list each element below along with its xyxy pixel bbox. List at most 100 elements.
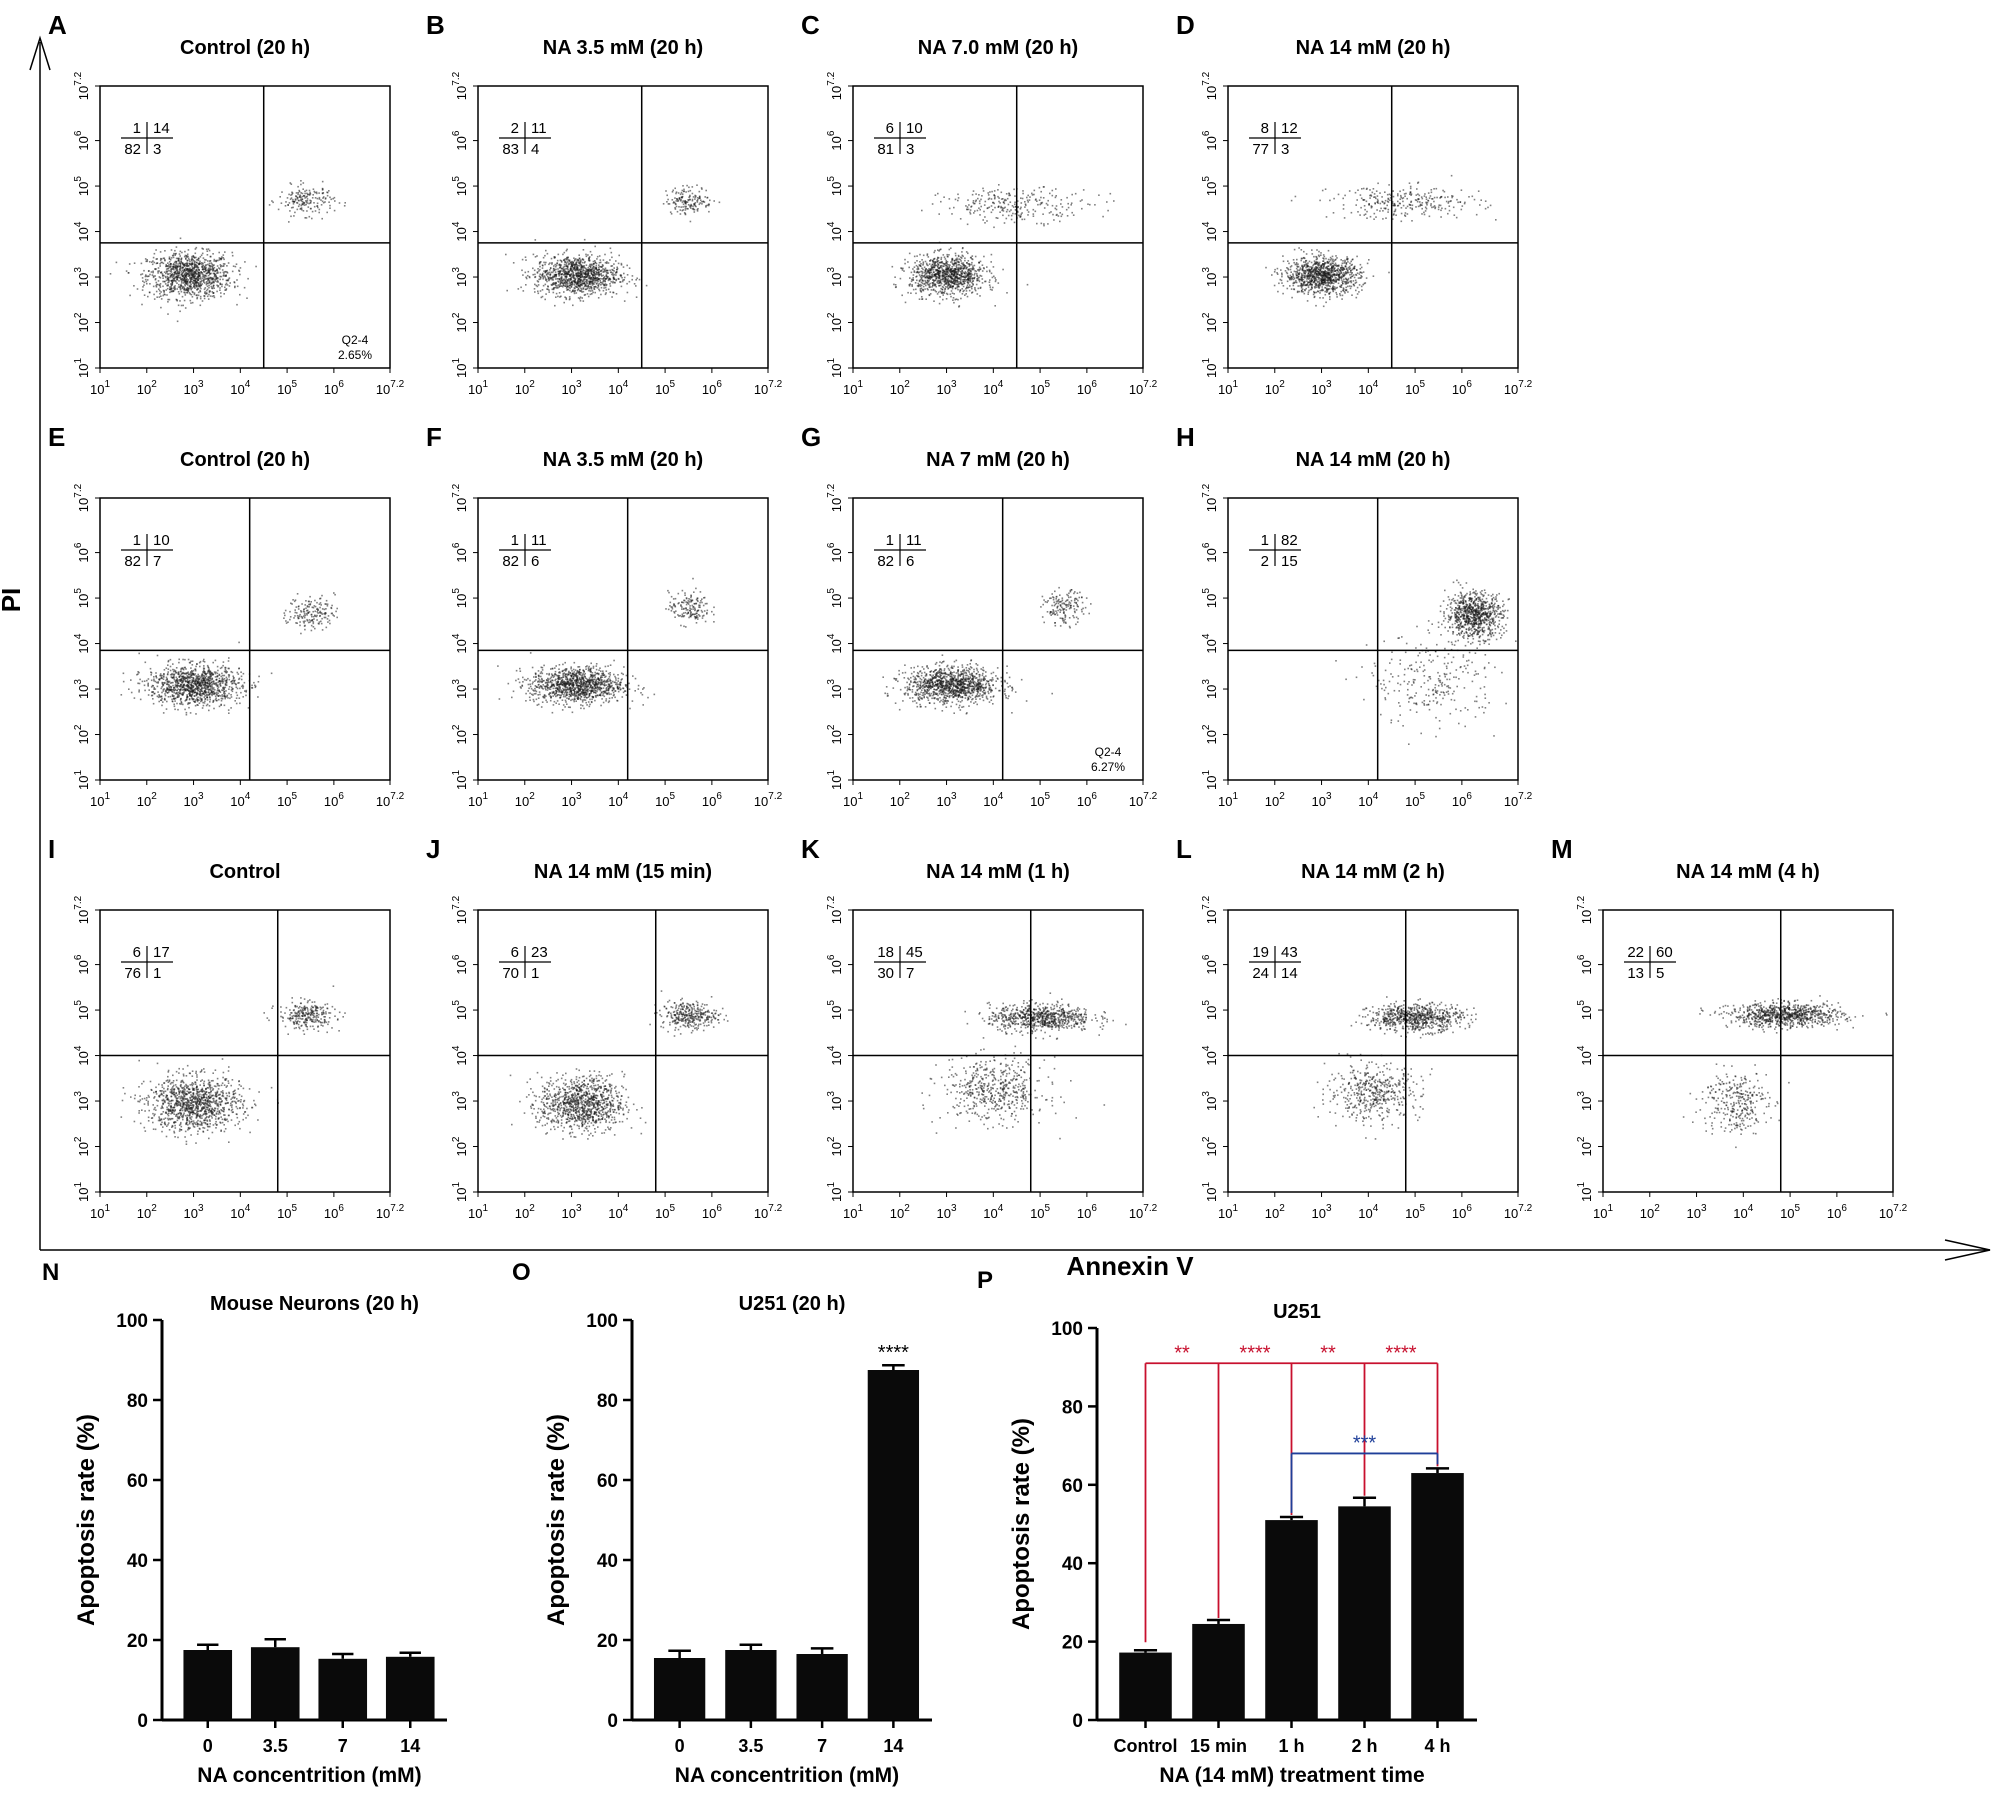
event-dot bbox=[560, 295, 562, 298]
event-dot bbox=[573, 274, 575, 276]
event-dot bbox=[696, 199, 698, 202]
event-dot bbox=[689, 194, 691, 197]
event-dot bbox=[932, 261, 934, 263]
event-dot bbox=[559, 259, 562, 262]
event-dot bbox=[942, 272, 944, 274]
event-dot bbox=[525, 284, 527, 286]
event-dot bbox=[1031, 192, 1033, 195]
event-dot bbox=[195, 269, 197, 271]
event-dot bbox=[576, 269, 578, 271]
event-dot bbox=[615, 278, 618, 281]
event-dot bbox=[926, 254, 929, 257]
event-dot bbox=[174, 254, 176, 256]
event-dot bbox=[145, 275, 148, 278]
event-dot bbox=[189, 281, 191, 283]
event-dot bbox=[1320, 252, 1322, 254]
event-dot bbox=[1433, 200, 1435, 203]
event-dot bbox=[1306, 265, 1308, 267]
event-dot bbox=[234, 285, 236, 288]
event-dot bbox=[1332, 282, 1335, 285]
event-dot bbox=[231, 254, 234, 257]
event-dot bbox=[586, 279, 588, 281]
event-dot bbox=[945, 259, 948, 262]
event-dot bbox=[544, 254, 546, 257]
event-dot bbox=[921, 298, 923, 300]
event-dot bbox=[313, 202, 315, 204]
event-dot bbox=[234, 265, 237, 268]
event-dot bbox=[934, 268, 937, 271]
event-dot bbox=[193, 275, 195, 278]
event-dot bbox=[1032, 215, 1035, 217]
event-dot bbox=[288, 193, 290, 196]
event-dot bbox=[1329, 264, 1332, 266]
quadrant-lr-value: 3 bbox=[906, 141, 914, 158]
event-dot bbox=[578, 272, 581, 275]
event-dot bbox=[191, 261, 194, 263]
event-dot bbox=[617, 262, 620, 265]
event-dot bbox=[178, 257, 180, 260]
event-dot bbox=[1320, 267, 1323, 270]
event-dot bbox=[178, 269, 181, 271]
event-dot bbox=[195, 270, 197, 272]
event-dot bbox=[322, 196, 325, 198]
y-tick-label: 101 bbox=[826, 358, 844, 378]
event-dot bbox=[1336, 293, 1338, 296]
event-dot bbox=[612, 276, 615, 279]
event-dot bbox=[315, 191, 318, 193]
event-dot bbox=[180, 283, 182, 286]
event-dot bbox=[191, 287, 194, 289]
event-dot bbox=[219, 278, 221, 281]
event-dot bbox=[987, 194, 990, 196]
event-dot bbox=[553, 275, 556, 278]
event-dot bbox=[207, 298, 210, 300]
event-dot bbox=[592, 268, 594, 270]
event-dot bbox=[201, 268, 204, 271]
event-dot bbox=[967, 260, 970, 262]
event-dot bbox=[155, 281, 158, 284]
event-dot bbox=[226, 272, 229, 274]
event-dot bbox=[1320, 265, 1323, 267]
event-dot bbox=[571, 283, 573, 286]
event-dot bbox=[957, 268, 960, 271]
event-dot bbox=[990, 272, 993, 275]
event-dot bbox=[671, 191, 674, 193]
y-tick-label: 106 bbox=[826, 130, 844, 150]
event-dot bbox=[213, 296, 216, 299]
event-dot bbox=[978, 200, 981, 202]
event-dot bbox=[1335, 279, 1337, 281]
event-dot bbox=[157, 272, 159, 274]
x-tick-label: 105 bbox=[277, 379, 297, 397]
event-dot bbox=[937, 270, 940, 272]
event-dot bbox=[1323, 264, 1325, 266]
event-dot bbox=[271, 200, 273, 202]
event-dot bbox=[994, 305, 996, 307]
event-dot bbox=[966, 208, 968, 211]
event-dot bbox=[577, 297, 580, 299]
event-dot bbox=[545, 279, 547, 281]
event-dot bbox=[580, 269, 582, 271]
event-dot bbox=[152, 260, 154, 262]
event-dot bbox=[208, 286, 210, 289]
event-dot bbox=[645, 284, 648, 287]
event-dot bbox=[183, 287, 185, 289]
event-dot bbox=[590, 281, 593, 283]
event-dot bbox=[554, 278, 557, 280]
event-dot bbox=[189, 299, 192, 302]
event-dot bbox=[194, 248, 197, 250]
event-dot bbox=[945, 282, 948, 284]
event-dot bbox=[595, 271, 597, 273]
event-dot bbox=[566, 268, 568, 270]
event-dot bbox=[683, 212, 686, 214]
y-tick-label: 104 bbox=[73, 221, 91, 241]
event-dot bbox=[175, 264, 177, 267]
event-dot bbox=[1300, 275, 1303, 278]
event-dot bbox=[951, 266, 953, 268]
event-dot bbox=[158, 288, 160, 290]
event-dot bbox=[177, 265, 179, 267]
event-dot bbox=[321, 189, 324, 191]
event-dot bbox=[705, 205, 707, 207]
event-dot bbox=[534, 273, 536, 276]
event-dot bbox=[602, 259, 605, 261]
event-dot bbox=[561, 267, 563, 270]
